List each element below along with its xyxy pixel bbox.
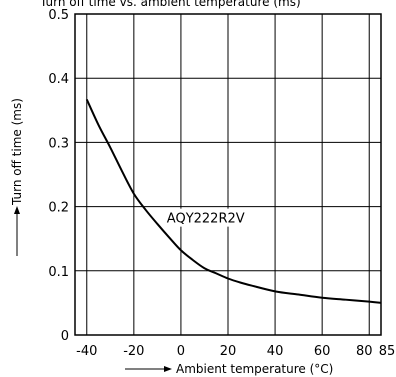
x-tick-label: 0 [177,344,185,359]
y-tick-label: 0.3 [48,136,69,151]
y-axis-title-group: Turn off time (ms) [10,98,24,256]
y-tick-label: 0 [61,329,69,344]
x-axis-title: Ambient temperature (°C) [176,362,333,376]
y-axis-arrowhead [14,206,20,214]
y-tick-label: 0.1 [48,265,69,280]
series-line-aqy222r2v [85,98,382,304]
x-tick-label: -40 [76,344,97,359]
series-annotation: AQY222R2V [167,212,245,227]
x-tick-label: 20 [220,344,237,359]
tick-labels: -40 -20 0 20 40 60 80 85 0 0.1 0.2 0.3 0.4 0.5 [48,8,395,359]
plot-frame [74,13,382,336]
curve-layer [85,98,382,304]
x-axis-arrowhead [164,366,172,372]
grid [75,13,382,336]
y-tick-label: 0.4 [48,72,69,87]
y-tick-label: 0.5 [48,8,69,23]
annotation-background [162,208,253,227]
top-caption: Turn off time vs. ambient temperature (m… [39,0,301,9]
x-tick-label: -20 [123,344,144,359]
x-tick-label: 85 [379,344,396,359]
y-tick-label: 0.2 [48,201,69,216]
x-axis-title-group: Ambient temperature (°C) [125,362,333,376]
x-tick-label: 60 [314,344,331,359]
annotations: AQY222R2V [162,208,253,227]
x-tick-label: 40 [267,344,284,359]
y-axis-title: Turn off time (ms) [10,98,24,206]
x-tick-label: 80 [356,344,373,359]
